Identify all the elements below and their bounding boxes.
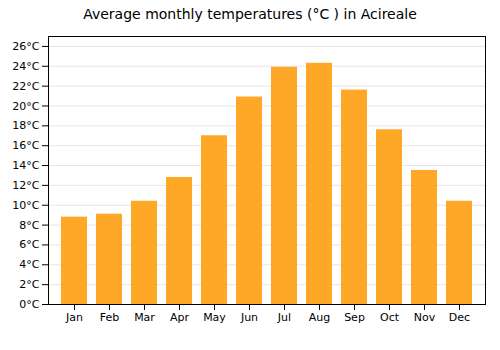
svg-text:18°C: 18°C — [12, 119, 39, 132]
svg-text:22°C: 22°C — [12, 80, 39, 93]
html-text:Average monthly temperatures (: Average monthly temperatures (°C ) in Ac… — [83, 6, 417, 22]
svg-text:0°C: 0°C — [19, 298, 39, 311]
svg-text:Oct: Oct — [380, 311, 400, 324]
svg-text:8°C: 8°C — [19, 219, 39, 232]
svg-text:Jan: Jan — [65, 311, 83, 324]
svg-text:Feb: Feb — [100, 311, 119, 324]
svg-text:20°C: 20°C — [12, 100, 39, 113]
svg-text:Aug: Aug — [309, 311, 330, 324]
svg-text:Apr: Apr — [170, 311, 190, 324]
svg-text:Jun: Jun — [240, 311, 258, 324]
svg-text:4°C: 4°C — [19, 258, 39, 271]
svg-text:May: May — [203, 311, 226, 324]
svg-text:12°C: 12°C — [12, 179, 39, 192]
svg-text:26°C: 26°C — [12, 40, 39, 53]
svg-text:Dec: Dec — [449, 311, 470, 324]
svg-text:6°C: 6°C — [19, 238, 39, 251]
svg-text:10°C: 10°C — [12, 199, 39, 212]
svg-text:2°C: 2°C — [19, 278, 39, 291]
svg-text:Mar: Mar — [134, 311, 155, 324]
svg-text:16°C: 16°C — [12, 139, 39, 152]
svg-text:24°C: 24°C — [12, 60, 39, 73]
svg-text:Nov: Nov — [414, 311, 436, 324]
svg-text:Jul: Jul — [277, 311, 291, 324]
svg-text:Sep: Sep — [344, 311, 365, 324]
svg-text:14°C: 14°C — [12, 159, 39, 172]
